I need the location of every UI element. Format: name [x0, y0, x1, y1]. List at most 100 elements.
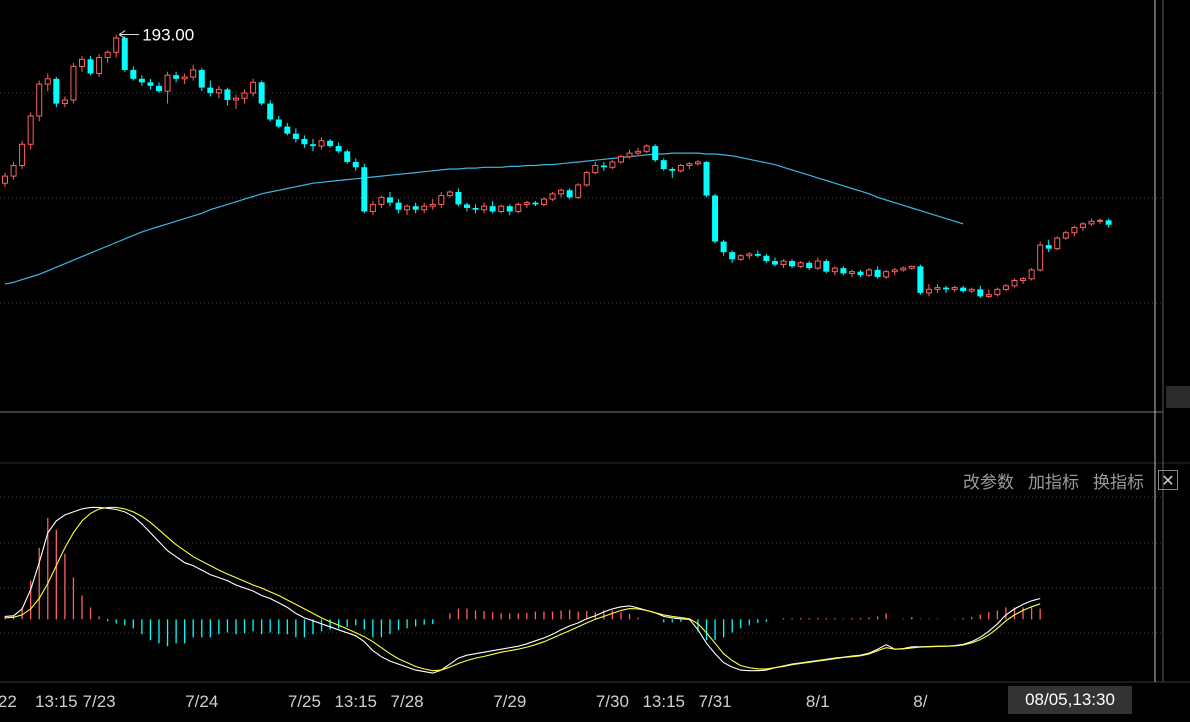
candle-down[interactable]	[789, 261, 796, 267]
candle-up[interactable]	[523, 202, 530, 205]
candle-down[interactable]	[823, 261, 830, 272]
candle-up[interactable]	[27, 115, 34, 145]
candle-up[interactable]	[369, 203, 376, 212]
candle-up[interactable]	[2, 175, 8, 184]
candle-down[interactable]	[532, 202, 539, 205]
candle-up[interactable]	[44, 78, 51, 85]
candle-up[interactable]	[438, 195, 445, 205]
candle-up[interactable]	[746, 253, 753, 257]
candle-down[interactable]	[121, 38, 128, 70]
candle-down[interactable]	[284, 126, 291, 134]
candle-down[interactable]	[771, 261, 778, 265]
candle-up[interactable]	[643, 145, 650, 152]
candle-up[interactable]	[549, 193, 556, 200]
candle-down[interactable]	[53, 78, 60, 104]
candle-up[interactable]	[1054, 237, 1061, 250]
candle-up[interactable]	[1079, 223, 1086, 228]
candle-down[interactable]	[352, 161, 359, 168]
candle-up[interactable]	[626, 152, 633, 158]
candle-up[interactable]	[215, 88, 222, 94]
candle-up[interactable]	[866, 269, 873, 276]
candle-down[interactable]	[173, 75, 180, 79]
candle-down[interactable]	[489, 206, 496, 212]
candle-up[interactable]	[814, 260, 821, 269]
candle-up[interactable]	[575, 184, 582, 198]
candle-down[interactable]	[155, 85, 162, 92]
candle-up[interactable]	[10, 164, 17, 177]
candle-up[interactable]	[592, 164, 599, 174]
candle-down[interactable]	[198, 69, 205, 88]
candle-up[interactable]	[694, 161, 701, 165]
candle-down[interactable]	[472, 207, 479, 210]
candle-up[interactable]	[1011, 280, 1018, 287]
candle-down[interactable]	[506, 206, 513, 212]
candle-down[interactable]	[224, 89, 231, 101]
candle-up[interactable]	[181, 76, 188, 80]
candle-down[interactable]	[669, 169, 676, 171]
candle-down[interactable]	[258, 82, 265, 104]
candle-up[interactable]	[446, 191, 453, 197]
candle-up[interactable]	[36, 83, 43, 117]
candle-down[interactable]	[566, 190, 573, 198]
candle-up[interactable]	[780, 260, 787, 266]
candle-down[interactable]	[960, 287, 967, 292]
candle-up[interactable]	[558, 189, 565, 195]
switch-indicator-button[interactable]: 换指标	[1093, 472, 1144, 493]
candle-up[interactable]	[481, 205, 488, 211]
candle-up[interactable]	[848, 271, 855, 274]
candle-down[interactable]	[729, 252, 736, 260]
candle-down[interactable]	[207, 87, 214, 93]
candle-down[interactable]	[87, 59, 94, 74]
candle-down[interactable]	[652, 146, 659, 161]
edit-params-button[interactable]: 改参数	[963, 472, 1014, 493]
candle-down[interactable]	[309, 144, 316, 147]
candle-up[interactable]	[378, 196, 385, 205]
candle-down[interactable]	[806, 262, 813, 269]
candle-up[interactable]	[515, 203, 522, 212]
candle-up[interactable]	[19, 143, 26, 166]
candle-up[interactable]	[1088, 220, 1095, 225]
candle-down[interactable]	[874, 269, 881, 277]
candle-down[interactable]	[335, 146, 342, 152]
candle-up[interactable]	[831, 267, 838, 273]
candle-down[interactable]	[395, 202, 402, 210]
candle-up[interactable]	[883, 271, 890, 278]
candle-down[interactable]	[147, 82, 154, 86]
candle-up[interactable]	[70, 65, 77, 101]
candle-down[interactable]	[712, 195, 719, 242]
candle-up[interactable]	[951, 287, 958, 290]
candle-up[interactable]	[1028, 269, 1035, 280]
candle-up[interactable]	[104, 51, 111, 59]
candle-down[interactable]	[344, 151, 351, 162]
candle-up[interactable]	[540, 198, 547, 205]
candle-up[interactable]	[635, 150, 642, 154]
candle-up[interactable]	[61, 99, 68, 105]
candle-up[interactable]	[609, 161, 616, 168]
candle-up[interactable]	[1071, 226, 1078, 234]
candle-up[interactable]	[241, 92, 248, 99]
candle-down[interactable]	[840, 268, 847, 274]
candle-up[interactable]	[737, 255, 744, 260]
candle-down[interactable]	[275, 119, 282, 127]
candle-down[interactable]	[1105, 220, 1112, 225]
candle-down[interactable]	[720, 241, 727, 253]
candle-up[interactable]	[404, 205, 411, 211]
candle-down[interactable]	[660, 160, 667, 170]
candle-up[interactable]	[677, 164, 684, 172]
candle-down[interactable]	[763, 255, 770, 262]
candle-down[interactable]	[455, 192, 462, 205]
candle-up[interactable]	[1062, 232, 1069, 239]
candle-up[interactable]	[1002, 285, 1009, 290]
candle-down[interactable]	[917, 266, 924, 293]
candle-up[interactable]	[318, 140, 325, 147]
candle-up[interactable]	[1037, 244, 1044, 271]
close-icon[interactable]: ✕	[1158, 470, 1178, 490]
candle-up[interactable]	[925, 288, 932, 294]
candle-up[interactable]	[96, 57, 103, 74]
candle-up[interactable]	[498, 205, 505, 212]
candle-up[interactable]	[250, 81, 257, 94]
candle-down[interactable]	[600, 165, 607, 168]
candle-up[interactable]	[190, 69, 197, 78]
